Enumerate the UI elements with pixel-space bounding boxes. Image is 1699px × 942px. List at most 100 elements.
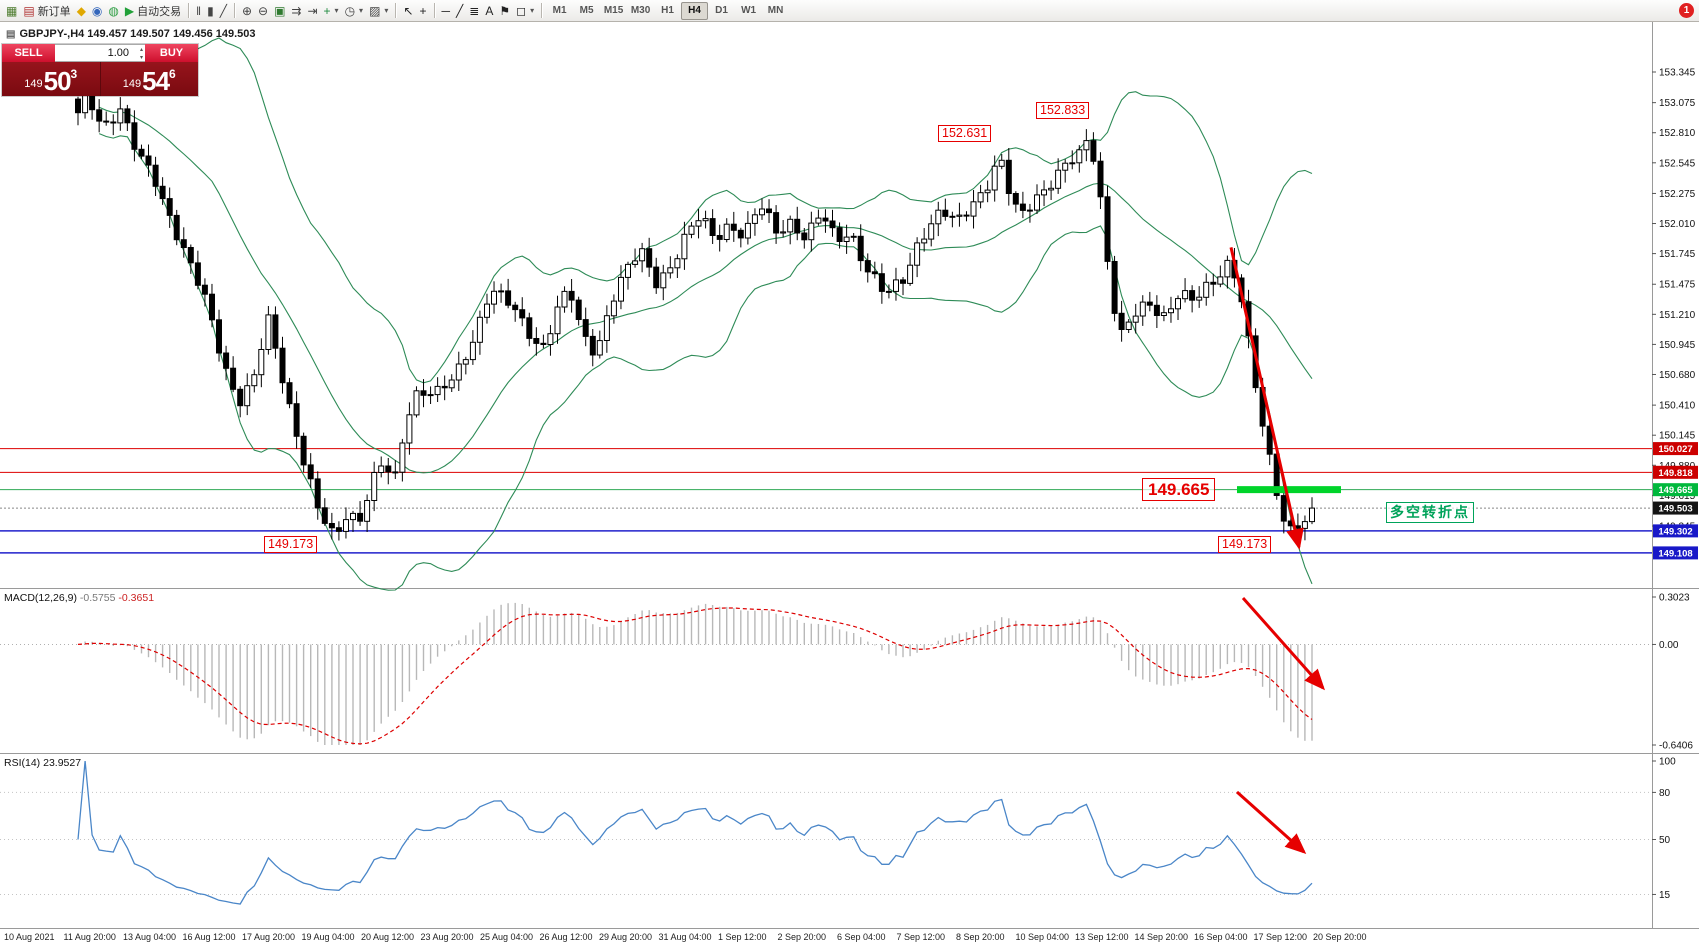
chevron-down-icon: ▾ [384, 6, 389, 15]
indicator-plots [0, 602, 1652, 905]
chevron-down-icon: ▾ [334, 6, 339, 15]
zoom-in-button[interactable]: ⊕ [239, 1, 255, 21]
chart-window-button[interactable]: ▦ [3, 1, 20, 21]
sell-button[interactable]: SELL [2, 44, 55, 62]
chart-annotation[interactable]: 149.173 [264, 535, 318, 553]
toolbar-separator [433, 3, 435, 18]
fibonacci-tool-button[interactable]: ≣ [466, 1, 482, 21]
toolbar-separator [541, 3, 543, 18]
timeframe-mn-button[interactable]: MN [767, 5, 784, 16]
chart-annotation[interactable]: 149.173 [1218, 535, 1272, 553]
chart-shift-button[interactable]: ⇥ [304, 1, 320, 21]
volume-input[interactable]: 1.00 ▴ ▾ [55, 44, 145, 62]
label-tool-button[interactable]: ⚑ [496, 1, 513, 21]
buy-button[interactable]: BUY [145, 44, 198, 62]
templates-button[interactable]: ▨ ▾ [366, 1, 391, 21]
panel-separators[interactable] [0, 22, 1699, 929]
timeframe-m15-button[interactable]: M15 [603, 5, 624, 16]
timeframe-w1-button[interactable]: W1 [741, 5, 757, 16]
rsi-down-arrow[interactable] [1235, 790, 1307, 855]
bollinger-middle-band [98, 106, 1313, 474]
macd-down-arrow[interactable] [1241, 597, 1325, 691]
time-axis-label: 8 Sep 20:00 [956, 932, 1005, 942]
autotrade-button-label: 自动交易 [137, 5, 182, 18]
timeframe-m1-button[interactable]: M1 [552, 5, 567, 16]
time-axis-label: 19 Aug 04:00 [302, 932, 355, 942]
candle-chart-mode-button[interactable]: ▮ [204, 1, 217, 21]
text-tool-icon: A [485, 3, 494, 18]
time-axis-label: 10 Sep 04:00 [1016, 932, 1070, 942]
crosshair-icon: + [419, 3, 427, 18]
chart-annotation[interactable]: 149.665 [1142, 477, 1216, 501]
rsi-value: 23.9527 [43, 757, 82, 769]
chart-annotation[interactable]: 152.833 [1036, 102, 1090, 120]
candle-chart-mode-icon: ▮ [207, 3, 214, 18]
volume-down-button[interactable]: ▾ [139, 55, 143, 61]
price-axis-label: 152.545 [1659, 158, 1696, 169]
time-axis-label: 14 Sep 20:00 [1135, 932, 1189, 942]
price-tag-value: 149.665 [1658, 485, 1693, 496]
time-axis-label: 10 Aug 2021 [4, 932, 55, 942]
macd-main-value: -0.5755 [79, 592, 116, 604]
price-axis-label: 152.275 [1659, 189, 1696, 200]
price-down-arrow[interactable] [1229, 247, 1304, 550]
text-tool-button[interactable]: A [482, 1, 496, 21]
new-order-button[interactable]: ▤ 新订单 [20, 1, 73, 21]
symbol-ohlc-text: GBPJPY-,H4 149.457 149.507 149.456 149.5… [19, 28, 256, 40]
sell-price-display[interactable]: 149 50 3 [2, 62, 101, 96]
autotrade-button[interactable]: ▶ 自动交易 [122, 1, 184, 21]
bar-chart-mode-button[interactable]: ‖ [193, 1, 204, 21]
timeframe-d1-button[interactable]: D1 [715, 5, 728, 16]
chart-annotation[interactable]: 多空转折点 [1386, 501, 1474, 523]
mql5-button[interactable]: ◆ [74, 1, 89, 21]
price-tag-value: 149.503 [1658, 504, 1692, 515]
news-button[interactable]: ◍ [105, 1, 121, 21]
hline-tool-button[interactable]: ─ [439, 1, 454, 21]
timeframe-h1-button[interactable]: H1 [661, 5, 674, 16]
bollinger-upper-band [98, 37, 1313, 384]
volume-up-button[interactable]: ▴ [139, 47, 143, 53]
news-icon: ◍ [108, 3, 119, 18]
buy-button-label: BUY [159, 47, 184, 59]
chart-symbol-icon: ▤ [6, 28, 16, 40]
chart-drawings[interactable] [1229, 247, 1341, 855]
toolbar-separator [188, 3, 190, 18]
time-axis-label: 25 Aug 04:00 [480, 932, 533, 942]
crosshair-button[interactable]: + [416, 1, 429, 21]
timeframe-m5-button[interactable]: M5 [579, 5, 594, 16]
line-chart-mode-button[interactable]: ╱ [217, 1, 230, 21]
buy-price-display[interactable]: 149 54 6 [101, 62, 199, 96]
timeframe-h4-button[interactable]: H4 [681, 1, 709, 20]
time-axis-label: 16 Aug 12:00 [183, 932, 236, 942]
indicators-button[interactable]: + ▾ [321, 1, 342, 21]
tile-windows-button[interactable]: ▣ [271, 1, 288, 21]
time-axis-label: 26 Aug 12:00 [540, 932, 593, 942]
price-axis-label: 150.410 [1659, 401, 1696, 412]
shapes-tool-button[interactable]: ◻ ▾ [513, 1, 537, 21]
cursor-button[interactable]: ↖ [400, 1, 416, 21]
price-axis-label: 149.615 [1659, 491, 1696, 502]
community-button[interactable]: ◉ [89, 1, 105, 21]
horizontal-price-lines[interactable] [0, 448, 1652, 554]
new-order-icon: ▤ [23, 3, 35, 18]
chart-annotation[interactable]: 152.631 [938, 125, 992, 143]
timeframe-m30-button[interactable]: M30 [630, 5, 651, 16]
macd-scale-label: -0.6406 [1659, 741, 1693, 752]
auto-scroll-button[interactable]: ⇉ [288, 1, 304, 21]
trendline-tool-button[interactable]: ╱ [453, 1, 466, 21]
notification-badge[interactable]: 1 [1679, 3, 1694, 18]
auto-scroll-icon: ⇉ [291, 3, 302, 18]
zoom-out-button[interactable]: ⊖ [255, 1, 271, 21]
price-tag-value: 149.108 [1658, 548, 1692, 559]
price-axis-label: 151.475 [1659, 280, 1696, 291]
time-axis-label: 29 Aug 20:00 [599, 932, 652, 942]
price-axis-label: 151.745 [1659, 249, 1696, 260]
chevron-down-icon: ▾ [530, 6, 535, 15]
symbol-ohlc-header: ▤ GBPJPY-,H4 149.457 149.507 149.456 149… [6, 28, 256, 40]
chart-area: 153.345 153.075 152.810 152.545 152.275 152.0… [0, 22, 1699, 942]
periods-button[interactable]: ◷ ▾ [342, 1, 367, 21]
chart-canvas[interactable]: 153.345 153.075 152.810 152.545 152.275 152.0… [0, 22, 1699, 942]
rsi-line [77, 760, 1313, 905]
chart-shift-icon: ⇥ [307, 3, 318, 18]
